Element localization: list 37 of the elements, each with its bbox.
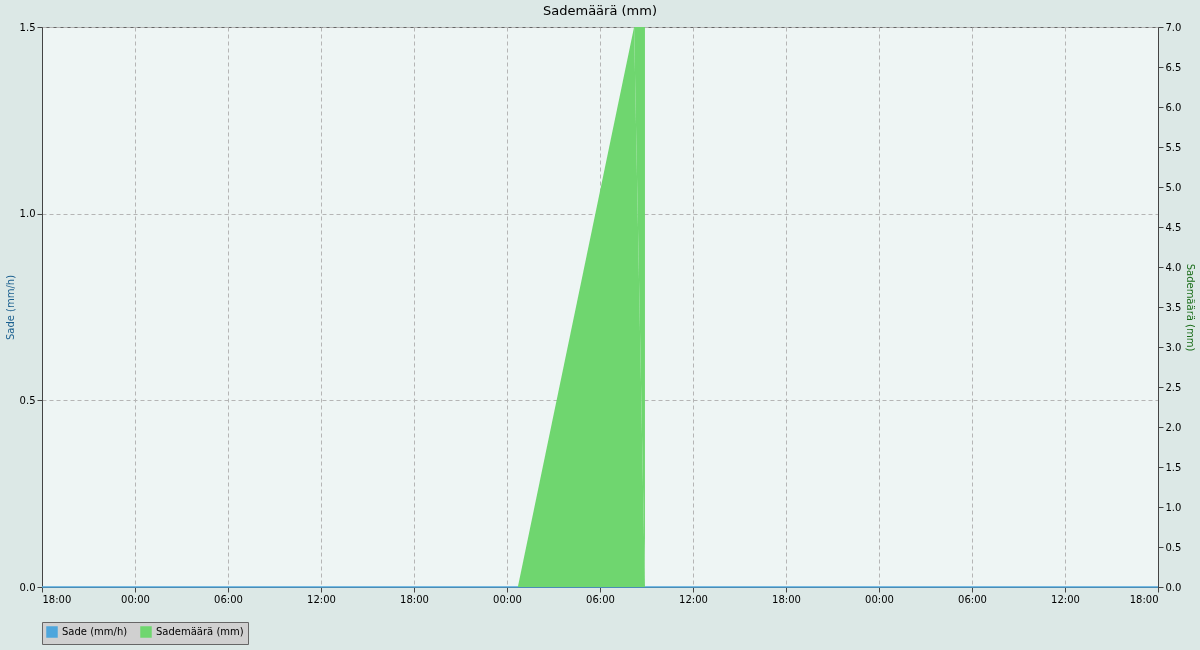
y-tick-label: 1.5 xyxy=(19,21,36,33)
y2-tick-label: 1.0 xyxy=(1165,501,1182,513)
y2-tick-label: 5.5 xyxy=(1165,141,1182,153)
x-tick-label: 06:00 xyxy=(586,593,615,605)
y2-tick-label: 0.5 xyxy=(1165,541,1182,553)
y-axis-title: Sade (mm/h) xyxy=(4,274,16,341)
x-tick-label: 12:00 xyxy=(679,593,708,605)
x-tick-label: 18:00 xyxy=(1129,593,1159,605)
x-tick-label: 00:00 xyxy=(121,593,150,605)
x-tick-label: 06:00 xyxy=(958,593,987,605)
x-tick-label: 06:00 xyxy=(214,593,243,605)
y2-tick-label: 2.5 xyxy=(1165,381,1182,393)
y2-tick-label: 7.0 xyxy=(1165,21,1182,33)
y2-tick-label: 2.0 xyxy=(1165,421,1182,433)
y-tick-label: 1.0 xyxy=(19,208,36,220)
y2-tick-label: 3.5 xyxy=(1165,301,1182,313)
legend-label: Sade (mm/h) xyxy=(62,626,128,637)
y2-tick-label: 6.5 xyxy=(1165,61,1182,73)
y2-tick-label: 1.5 xyxy=(1165,461,1182,473)
y-tick-label: 0.5 xyxy=(19,394,36,406)
chart-title: Sademäärä (mm) xyxy=(543,3,657,18)
y2-axis-title: Sademäärä (mm) xyxy=(1185,263,1197,352)
y2-tick-label: 3.0 xyxy=(1165,341,1182,353)
x-tick-label: 18:00 xyxy=(42,593,72,605)
y2-tick-label: 4.0 xyxy=(1165,261,1182,273)
x-tick-label: 12:00 xyxy=(307,593,336,605)
y-tick-label: 0.0 xyxy=(19,581,36,593)
x-tick-label: 00:00 xyxy=(865,593,894,605)
x-tick-label: 00:00 xyxy=(493,593,522,605)
y2-tick-label: 6.0 xyxy=(1165,101,1182,113)
x-tick-label: 18:00 xyxy=(400,593,429,605)
legend-label: Sademäärä (mm) xyxy=(156,626,244,637)
y2-tick-label: 0.0 xyxy=(1165,581,1182,593)
x-tick-label: 12:00 xyxy=(1051,593,1080,605)
y2-tick-label: 5.0 xyxy=(1165,181,1182,193)
y2-tick-label: 4.5 xyxy=(1165,221,1182,233)
x-tick-label: 18:00 xyxy=(772,593,801,605)
